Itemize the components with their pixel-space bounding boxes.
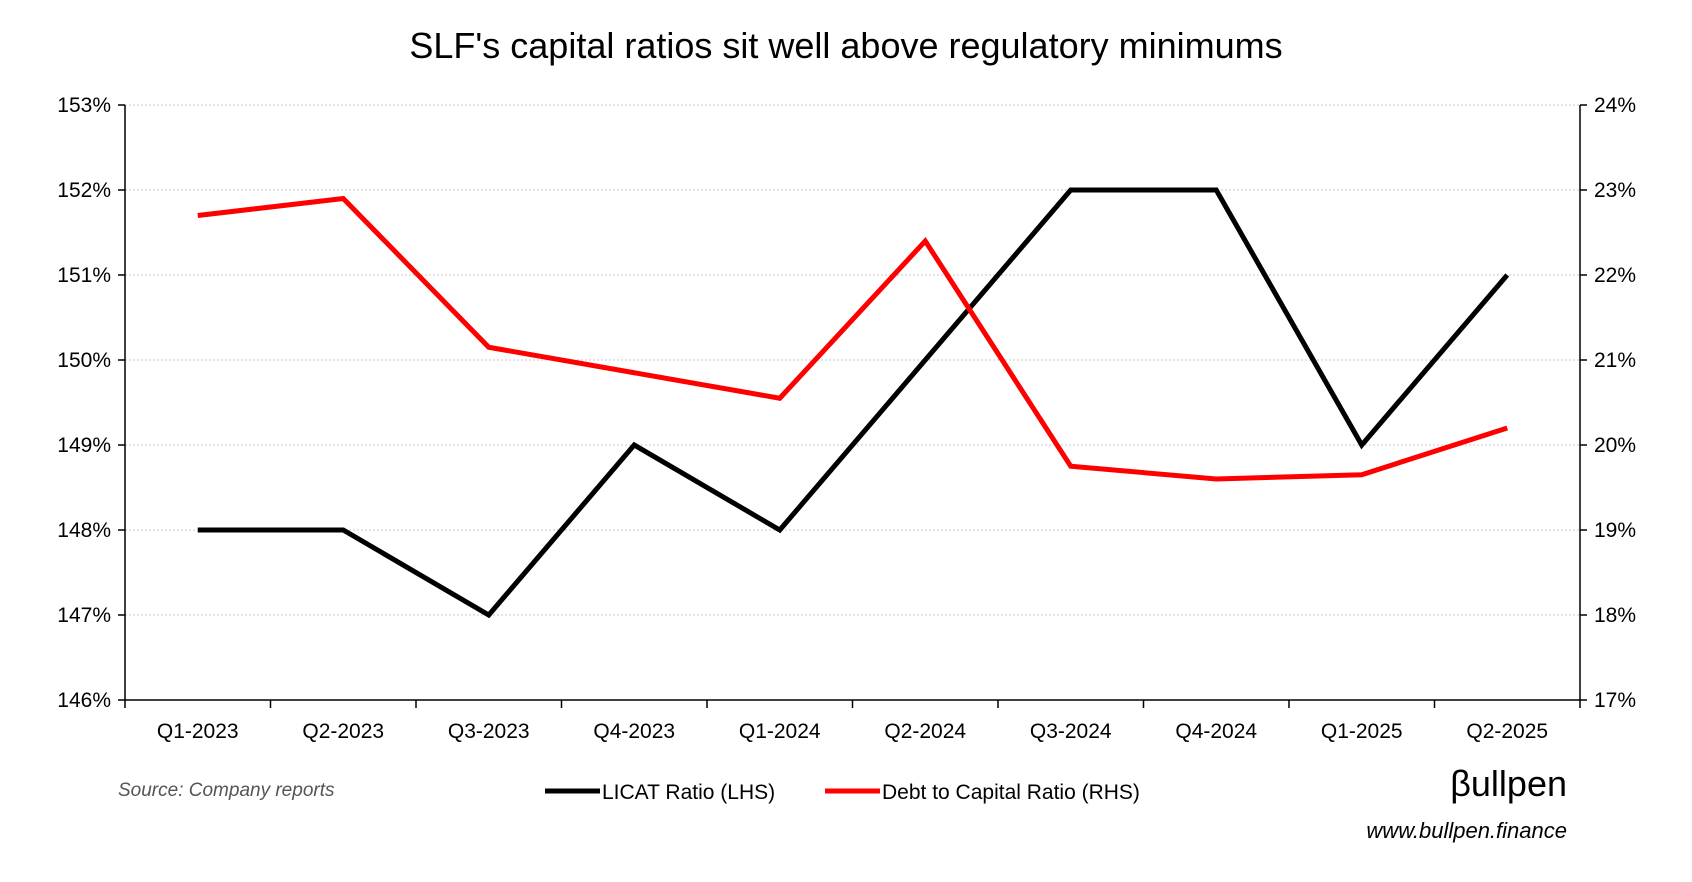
left-tick-label: 147% xyxy=(57,604,111,627)
licat-ratio-line xyxy=(197,187,1510,619)
x-tick-label: Q4-2023 xyxy=(593,720,675,743)
gridlines xyxy=(125,104,1580,616)
legend-label-debt: Debt to Capital Ratio (RHS) xyxy=(882,781,1140,804)
legend-label-licat: LICAT Ratio (LHS) xyxy=(602,781,775,804)
x-tick-label: Q2-2024 xyxy=(884,720,966,743)
x-tick-label: Q1-2023 xyxy=(157,720,239,743)
right-tick-label: 19% xyxy=(1594,519,1636,542)
x-tick-label: Q3-2023 xyxy=(448,720,530,743)
source-note: Source: Company reports xyxy=(118,780,335,801)
right-tick-label: 22% xyxy=(1594,264,1636,287)
right-tick-label: 17% xyxy=(1594,689,1636,712)
left-tick-label: 146% xyxy=(57,689,111,712)
x-tick-label: Q2-2023 xyxy=(302,720,384,743)
left-tick-label: 150% xyxy=(57,349,111,372)
x-tick-label: Q2-2025 xyxy=(1466,720,1548,743)
x-tick-label: Q3-2024 xyxy=(1030,720,1112,743)
x-tick-label: Q4-2024 xyxy=(1175,720,1257,743)
axes: 146% 17% 147% 18% 148% 19% 149% 20% 150% 21% 151% 2… xyxy=(57,94,1636,743)
left-tick-label: 153% xyxy=(57,94,111,117)
series-lines xyxy=(197,187,1510,619)
left-tick-label: 149% xyxy=(57,434,111,457)
right-tick-label: 24% xyxy=(1594,94,1636,117)
legend: LICAT Ratio (LHS) Debt to Capital Ratio … xyxy=(545,781,1140,804)
right-tick-label: 23% xyxy=(1594,179,1636,202)
left-tick-label: 152% xyxy=(57,179,111,202)
debt-to-capital-line xyxy=(197,195,1509,482)
brand-url: www.bullpen.finance xyxy=(1366,818,1567,843)
x-tick-label: Q1-2025 xyxy=(1321,720,1403,743)
left-tick-label: 151% xyxy=(57,264,111,287)
right-tick-label: 20% xyxy=(1594,434,1636,457)
chart-title: SLF's capital ratios sit well above regu… xyxy=(409,25,1282,66)
x-tick-label: Q1-2024 xyxy=(739,720,821,743)
left-tick-label: 148% xyxy=(57,519,111,542)
brand-logo: βullpen xyxy=(1450,763,1567,804)
right-tick-label: 21% xyxy=(1594,349,1636,372)
right-tick-label: 18% xyxy=(1594,604,1636,627)
